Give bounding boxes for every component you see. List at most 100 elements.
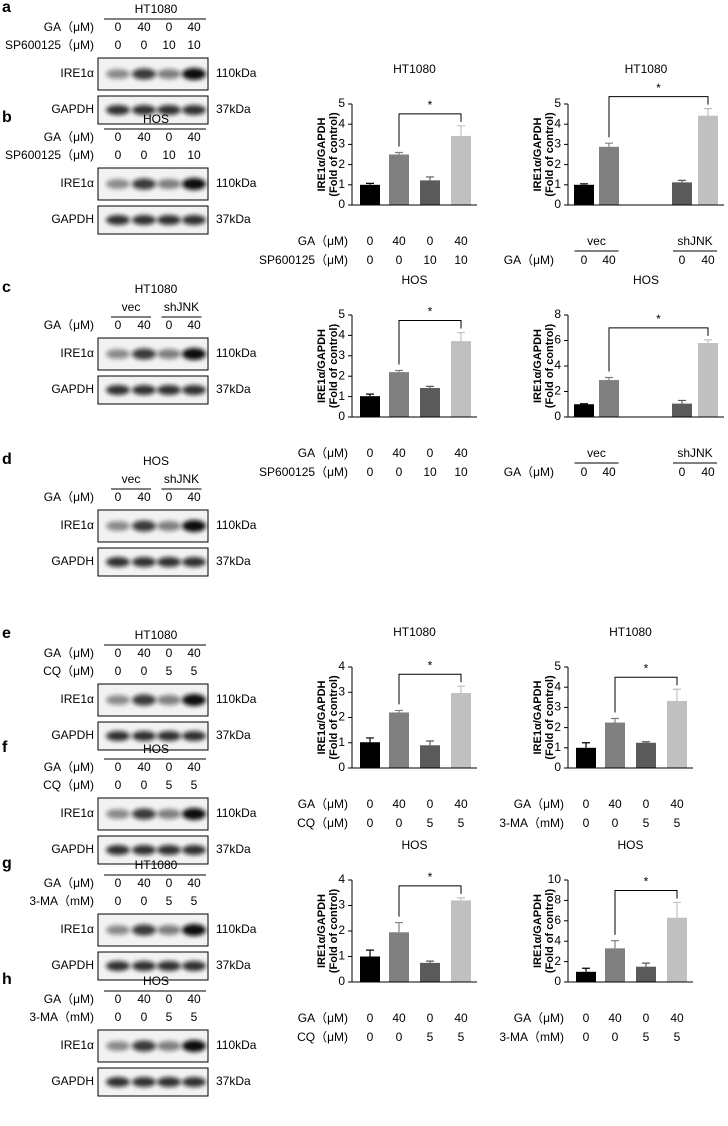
band-size: 37kDa bbox=[216, 958, 251, 972]
x-row-label: GA（μM) bbox=[504, 465, 554, 479]
bar bbox=[636, 966, 656, 982]
group-label: vec bbox=[587, 446, 606, 460]
blot-band bbox=[182, 178, 206, 190]
blot-band bbox=[182, 557, 206, 567]
x-tick-label: 10 bbox=[454, 465, 468, 479]
band-size: 110kDa bbox=[216, 346, 257, 360]
y-tick-label: 3 bbox=[338, 684, 345, 698]
lane-value: 0 bbox=[166, 318, 173, 332]
band-name: IRE1α bbox=[60, 806, 94, 820]
y-tick-label: 8 bbox=[554, 307, 561, 321]
row-label: CQ（μM) bbox=[43, 778, 94, 792]
band-size: 110kDa bbox=[216, 518, 257, 532]
x-tick-label: 40 bbox=[392, 1011, 406, 1025]
significance-mark: * bbox=[644, 661, 649, 675]
band-size: 110kDa bbox=[216, 922, 257, 936]
x-tick-label: 40 bbox=[602, 253, 616, 267]
x-tick-label: 0 bbox=[396, 816, 403, 830]
x-tick-label: 0 bbox=[612, 1030, 619, 1044]
blot-band bbox=[157, 961, 181, 971]
lane-value: 40 bbox=[187, 876, 201, 890]
band-name: IRE1α bbox=[60, 1038, 94, 1052]
y-tick-label: 1 bbox=[338, 389, 345, 403]
row-label: GA（μM) bbox=[44, 20, 94, 34]
band-size: 110kDa bbox=[216, 66, 257, 80]
y-tick-label: 5 bbox=[338, 96, 345, 110]
lane-value: 40 bbox=[137, 490, 151, 504]
bar bbox=[451, 693, 471, 768]
x-tick-label: 0 bbox=[583, 816, 590, 830]
blot-band bbox=[132, 694, 156, 706]
band-size: 37kDa bbox=[216, 102, 251, 116]
group-label: vec bbox=[122, 300, 141, 314]
blot-band bbox=[182, 924, 206, 936]
x-tick-label: 40 bbox=[602, 465, 616, 479]
x-tick-label: 0 bbox=[583, 797, 590, 811]
x-row-label: GA（μM) bbox=[514, 1011, 564, 1025]
x-tick-label: 0 bbox=[679, 253, 686, 267]
y-tick-label: 5 bbox=[554, 96, 561, 110]
row-label: SP600125（μM) bbox=[5, 148, 94, 162]
group-label: shJNK bbox=[164, 300, 199, 314]
lane-value: 0 bbox=[115, 646, 122, 660]
lane-value: 0 bbox=[141, 664, 148, 678]
bar bbox=[389, 154, 409, 205]
lane-value: 0 bbox=[141, 1010, 148, 1024]
y-tick-label: 0 bbox=[554, 197, 561, 211]
y-tick-label: 3 bbox=[338, 348, 345, 362]
blot-band bbox=[106, 731, 130, 741]
y-tick-label: 0 bbox=[338, 760, 345, 774]
lane-value: 10 bbox=[162, 148, 176, 162]
cell-line: HOS bbox=[143, 974, 169, 988]
y-tick-label: 1 bbox=[338, 735, 345, 749]
y-tick-label: 3 bbox=[338, 137, 345, 151]
error-bar bbox=[580, 403, 588, 405]
lane-value: 0 bbox=[166, 760, 173, 774]
row-label: 3-MA（mM) bbox=[29, 1010, 94, 1024]
lane-value: 0 bbox=[115, 490, 122, 504]
y-tick-label: 4 bbox=[338, 659, 345, 673]
bar bbox=[451, 341, 471, 417]
x-row-label: GA（μM) bbox=[298, 234, 348, 248]
bar bbox=[599, 380, 619, 417]
lane-value: 40 bbox=[187, 130, 201, 144]
blot-band bbox=[157, 215, 181, 225]
significance-mark: * bbox=[428, 305, 433, 319]
y-tick-label: 2 bbox=[338, 368, 345, 382]
x-tick-label: 10 bbox=[423, 465, 437, 479]
x-tick-label: 40 bbox=[454, 234, 468, 248]
significance-bracket bbox=[614, 676, 678, 713]
bar bbox=[605, 948, 625, 982]
lane-value: 40 bbox=[137, 876, 151, 890]
significance-bracket bbox=[614, 889, 678, 935]
blot-band bbox=[157, 349, 181, 359]
error-bar bbox=[673, 688, 681, 701]
lane-value: 40 bbox=[137, 20, 151, 34]
x-row-label: GA（μM) bbox=[504, 253, 554, 267]
x-tick-label: 0 bbox=[643, 797, 650, 811]
lane-value: 0 bbox=[115, 38, 122, 52]
y-tick-label: 0 bbox=[338, 409, 345, 423]
lane-value: 0 bbox=[166, 992, 173, 1006]
blot-band bbox=[157, 845, 181, 855]
y-tick-label: 1 bbox=[338, 949, 345, 963]
x-tick-label: 40 bbox=[670, 1011, 684, 1025]
group-label: shJNK bbox=[164, 472, 199, 486]
error-bar bbox=[426, 960, 434, 963]
x-tick-label: 40 bbox=[701, 253, 715, 267]
y-tick-label: 2 bbox=[338, 157, 345, 171]
lane-value: 40 bbox=[137, 992, 151, 1006]
y-tick-label: 0 bbox=[338, 197, 345, 211]
x-tick-label: 0 bbox=[396, 1030, 403, 1044]
lane-value: 0 bbox=[115, 148, 122, 162]
x-tick-label: 10 bbox=[454, 253, 468, 267]
y-tick-label: 0 bbox=[554, 409, 561, 423]
x-tick-label: 0 bbox=[367, 234, 374, 248]
error-bar bbox=[457, 125, 465, 136]
x-row-label: CQ（μM) bbox=[297, 1030, 348, 1044]
row-label: GA（μM) bbox=[44, 760, 94, 774]
bar bbox=[360, 396, 380, 417]
band-size: 37kDa bbox=[216, 1074, 251, 1088]
x-tick-label: 40 bbox=[454, 1011, 468, 1025]
cell-line: HOS bbox=[143, 112, 169, 126]
